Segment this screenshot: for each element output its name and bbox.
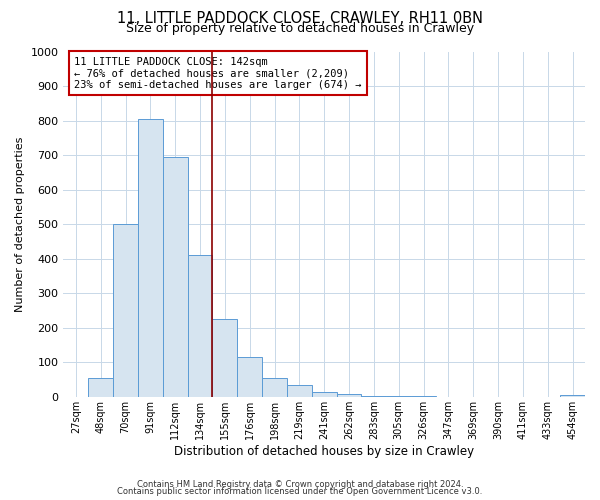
Text: Contains HM Land Registry data © Crown copyright and database right 2024.: Contains HM Land Registry data © Crown c… <box>137 480 463 489</box>
Y-axis label: Number of detached properties: Number of detached properties <box>15 136 25 312</box>
Bar <box>188 255 212 397</box>
Text: 11, LITTLE PADDOCK CLOSE, CRAWLEY, RH11 0BN: 11, LITTLE PADDOCK CLOSE, CRAWLEY, RH11 … <box>117 11 483 26</box>
Text: Contains public sector information licensed under the Open Government Licence v3: Contains public sector information licen… <box>118 487 482 496</box>
Text: Size of property relative to detached houses in Crawley: Size of property relative to detached ho… <box>126 22 474 35</box>
Bar <box>262 378 287 397</box>
Bar <box>212 319 237 397</box>
Bar <box>88 378 113 397</box>
Text: 11 LITTLE PADDOCK CLOSE: 142sqm
← 76% of detached houses are smaller (2,209)
23%: 11 LITTLE PADDOCK CLOSE: 142sqm ← 76% of… <box>74 56 361 90</box>
Bar <box>237 357 262 397</box>
Bar <box>312 392 337 397</box>
Bar <box>361 396 386 397</box>
Bar <box>138 119 163 397</box>
Bar <box>386 396 411 397</box>
Bar <box>337 394 361 397</box>
X-axis label: Distribution of detached houses by size in Crawley: Distribution of detached houses by size … <box>174 444 474 458</box>
Bar <box>287 384 312 397</box>
Bar <box>560 395 585 397</box>
Bar <box>163 157 188 397</box>
Bar <box>113 224 138 397</box>
